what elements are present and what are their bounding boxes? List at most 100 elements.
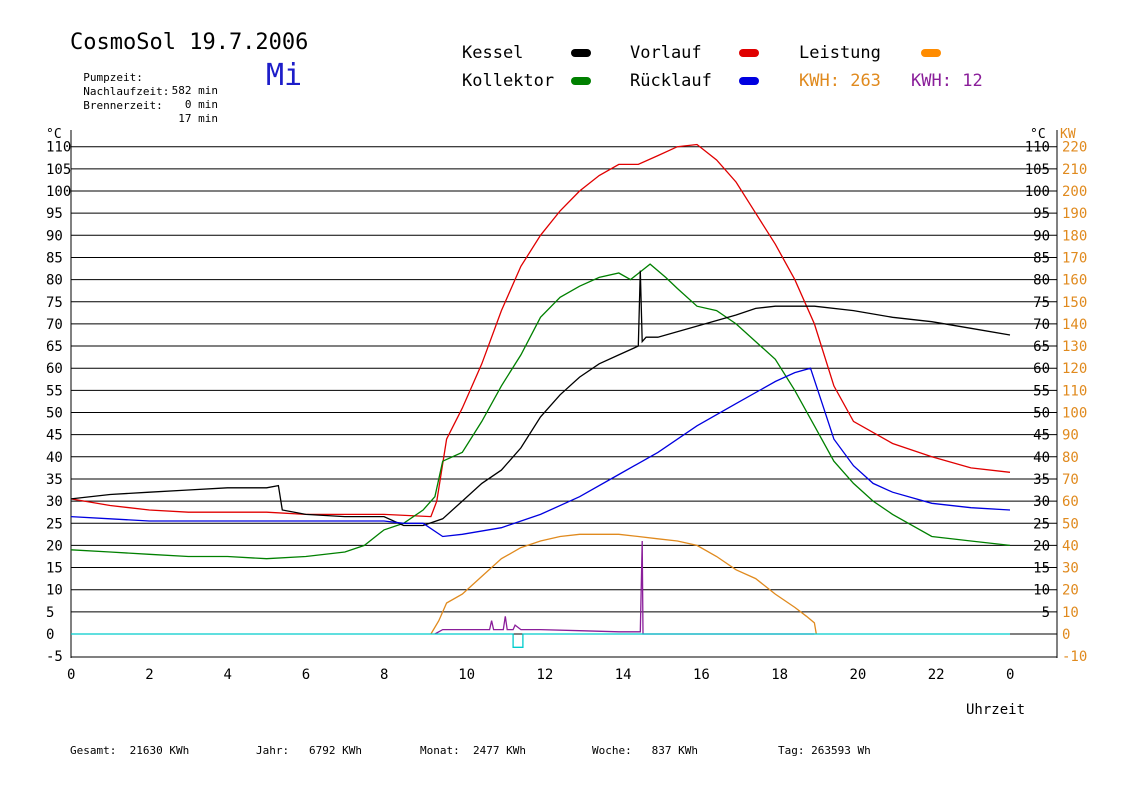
y-tick-kw: 40 (1062, 538, 1079, 554)
series-line-r-cklauf (70, 367, 1011, 538)
x-tick: 22 (928, 667, 945, 683)
y-tick-left: 95 (46, 206, 63, 222)
info-value: 17 min (178, 112, 218, 125)
y-tick-right: 40 (1033, 450, 1050, 466)
footer-label: Monat: (420, 744, 460, 757)
legend-label-vorlauf: Vorlauf (630, 43, 702, 63)
info-value: 0 min (184, 98, 218, 111)
y-tick-kw: 170 (1062, 250, 1087, 266)
footer-label: Woche: (592, 744, 632, 757)
y-tick-kw: 120 (1062, 361, 1087, 377)
y-tick-left: 0 (46, 627, 54, 643)
series-line-brenner (71, 633, 1010, 648)
y-tick-left: 90 (46, 228, 63, 244)
y-tick-kw: 150 (1062, 295, 1087, 311)
legend-swatch-leistung (921, 49, 941, 57)
footer-label: Jahr: (256, 744, 290, 757)
x-axis-label: Uhrzeit (966, 702, 1025, 718)
x-tick: 12 (537, 667, 554, 683)
footer-value: 21630 KWh (129, 744, 190, 757)
legend-label-leistung: Leistung (799, 43, 881, 63)
chart-title: CosmoSol 19.7.2006 (70, 30, 309, 55)
x-tick: 6 (302, 667, 310, 683)
y-tick-right: 95 (1033, 206, 1050, 222)
x-tick: 0 (67, 667, 75, 683)
y-tick-right: 10 (1033, 583, 1050, 599)
series-line-kollektor (70, 263, 1011, 560)
legend-label-ruecklauf: Rücklauf (630, 71, 712, 91)
y-tick-kw: 90 (1062, 428, 1079, 444)
y-tick-left: 55 (46, 383, 63, 399)
y-tick-left: 5 (46, 605, 54, 621)
y-tick-kw: 140 (1062, 317, 1087, 333)
kwh-label: KWH: (799, 71, 840, 91)
x-tick: 16 (693, 667, 710, 683)
y-tick-left: 40 (46, 450, 63, 466)
y-tick-right: 105 (1025, 162, 1050, 178)
legend-swatch-vorlauf (739, 49, 759, 57)
y-tick-left: 70 (46, 317, 63, 333)
y-tick-kw: -10 (1062, 649, 1087, 665)
y-tick-kw: 70 (1062, 472, 1079, 488)
y-tick-right: 100 (1025, 184, 1050, 200)
y-tick-left: 100 (46, 184, 71, 200)
x-tick: 14 (615, 667, 632, 683)
y-tick-kw: 20 (1062, 583, 1079, 599)
info-label: Nachlaufzeit: (83, 85, 170, 98)
axis-label-left: °C (46, 127, 62, 142)
info-label: Brennerzeit: (83, 99, 163, 112)
kwh-total-1: KWH: 263 (799, 71, 881, 91)
series-line-vorlauf (70, 143, 1011, 518)
y-tick-kw: 160 (1062, 273, 1087, 289)
y-tick-left: 35 (46, 472, 63, 488)
x-tick: 18 (771, 667, 788, 683)
footer-monat: Monat: 2477 KWh (420, 744, 526, 757)
y-tick-left: 25 (46, 516, 63, 532)
series-line-leistung (430, 533, 817, 635)
y-tick-left: 85 (46, 250, 63, 266)
y-tick-left: 65 (46, 339, 63, 355)
y-tick-right: 110 (1025, 140, 1050, 156)
y-tick-right: 75 (1033, 295, 1050, 311)
series-line-kwh-12 (434, 540, 815, 635)
y-tick-left: 20 (46, 538, 63, 554)
y-tick-left: 45 (46, 428, 63, 444)
axis-label-right: °C (1030, 127, 1046, 142)
info-brennerzeit: Brennerzeit: 17 min (70, 86, 218, 125)
y-tick-kw: 60 (1062, 494, 1079, 510)
y-tick-kw: 100 (1062, 406, 1087, 422)
kwh-value: 12 (962, 71, 983, 91)
axis-label-kw: KW (1060, 127, 1076, 142)
y-tick-left: 110 (46, 140, 71, 156)
y-tick-left: 75 (46, 295, 63, 311)
y-tick-kw: 50 (1062, 516, 1079, 532)
footer-value: 837 KWh (651, 744, 698, 757)
footer-woche: Woche: 837 KWh (592, 744, 698, 757)
x-tick: 4 (224, 667, 232, 683)
y-tick-right: 65 (1033, 339, 1050, 355)
footer-tag: Tag: 263593 Wh (778, 744, 871, 757)
y-tick-kw: 80 (1062, 450, 1079, 466)
footer-value: 263593 Wh (811, 744, 871, 757)
footer-gesamt: Gesamt: 21630 KWh (70, 744, 189, 757)
y-tick-right: 45 (1033, 428, 1050, 444)
legend-swatch-ruecklauf (739, 77, 759, 85)
y-tick-left: 15 (46, 561, 63, 577)
footer-label: Gesamt: (70, 744, 117, 757)
info-label: Pumpzeit: (83, 71, 143, 84)
x-tick: 10 (458, 667, 475, 683)
kwh-label: KWH: (911, 71, 952, 91)
y-tick-right: 70 (1033, 317, 1050, 333)
info-value: 582 min (171, 84, 218, 97)
y-tick-left: 10 (46, 583, 63, 599)
legend-label-kessel: Kessel (462, 43, 524, 63)
y-tick-kw: 190 (1062, 206, 1087, 222)
x-tick: 20 (850, 667, 867, 683)
y-tick-right: 55 (1033, 383, 1050, 399)
y-tick-right: 25 (1033, 516, 1050, 532)
y-tick-left: 50 (46, 406, 63, 422)
kwh-total-2: KWH: 12 (911, 71, 983, 91)
y-tick-kw: 110 (1062, 383, 1087, 399)
y-tick-right: 85 (1033, 250, 1050, 266)
y-tick-right: 50 (1033, 406, 1050, 422)
